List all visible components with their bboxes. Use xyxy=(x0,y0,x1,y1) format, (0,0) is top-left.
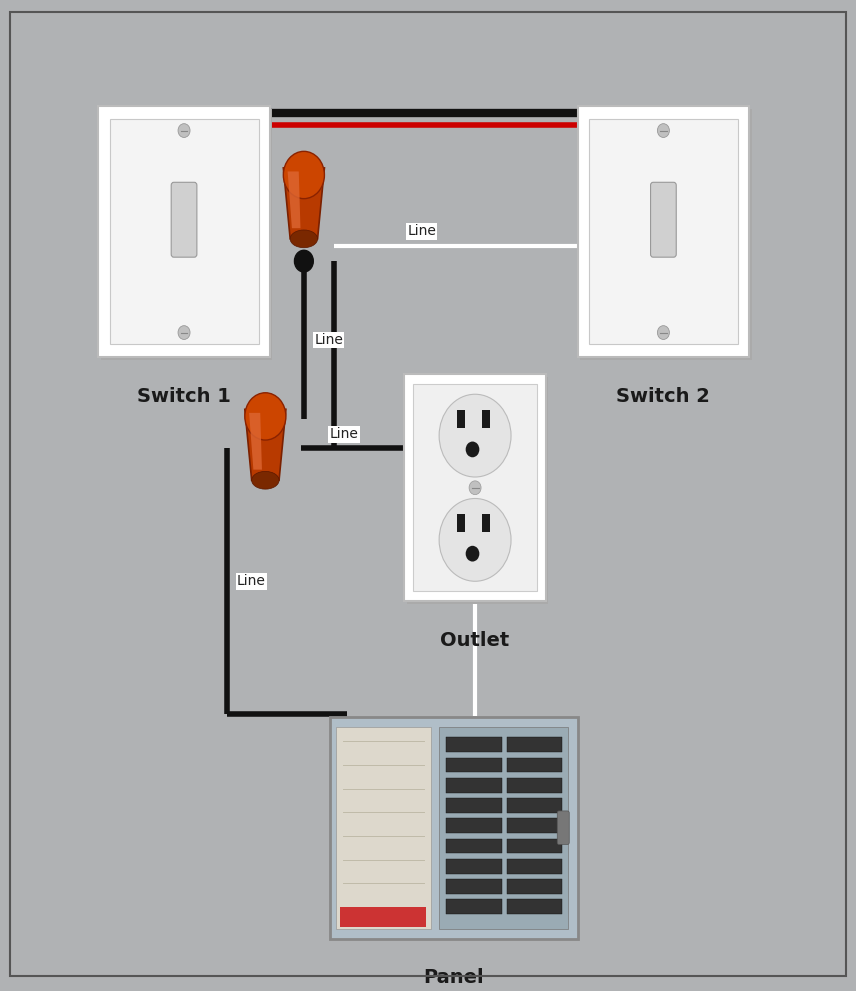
FancyBboxPatch shape xyxy=(330,716,578,938)
Bar xyxy=(507,737,562,752)
Circle shape xyxy=(245,392,286,440)
FancyBboxPatch shape xyxy=(407,378,548,605)
Bar xyxy=(446,838,502,853)
Circle shape xyxy=(657,124,669,138)
Circle shape xyxy=(469,481,481,495)
Circle shape xyxy=(466,442,479,457)
Circle shape xyxy=(657,326,669,340)
Text: Line: Line xyxy=(314,333,343,347)
Bar xyxy=(446,900,502,914)
Bar xyxy=(507,900,562,914)
Bar xyxy=(446,737,502,752)
Polygon shape xyxy=(288,171,300,228)
Bar xyxy=(457,514,465,532)
FancyBboxPatch shape xyxy=(110,119,259,345)
FancyBboxPatch shape xyxy=(98,106,270,357)
FancyBboxPatch shape xyxy=(580,109,752,360)
Polygon shape xyxy=(249,413,262,470)
Circle shape xyxy=(283,152,324,198)
FancyBboxPatch shape xyxy=(101,109,272,360)
Text: Outlet: Outlet xyxy=(441,630,509,650)
Circle shape xyxy=(439,498,511,582)
Bar xyxy=(446,798,502,813)
Bar xyxy=(507,819,562,833)
FancyBboxPatch shape xyxy=(439,726,568,929)
Text: Line: Line xyxy=(407,224,436,239)
FancyBboxPatch shape xyxy=(336,726,431,929)
Text: Panel: Panel xyxy=(424,968,484,987)
Circle shape xyxy=(178,124,190,138)
FancyBboxPatch shape xyxy=(651,182,676,258)
Ellipse shape xyxy=(290,230,318,248)
FancyBboxPatch shape xyxy=(413,385,538,592)
Bar xyxy=(507,859,562,874)
Circle shape xyxy=(466,546,479,562)
Text: Switch 1: Switch 1 xyxy=(137,386,231,405)
Bar xyxy=(507,758,562,772)
Bar xyxy=(507,838,562,853)
Bar xyxy=(507,879,562,894)
FancyBboxPatch shape xyxy=(557,811,569,844)
Bar xyxy=(507,778,562,793)
Bar xyxy=(482,514,490,532)
Circle shape xyxy=(294,251,313,272)
Text: Line: Line xyxy=(330,427,359,441)
Polygon shape xyxy=(283,167,324,239)
Bar xyxy=(457,410,465,428)
FancyBboxPatch shape xyxy=(405,375,546,602)
Bar xyxy=(482,410,490,428)
Bar xyxy=(446,758,502,772)
Bar xyxy=(507,798,562,813)
Circle shape xyxy=(178,326,190,340)
Bar xyxy=(446,819,502,833)
Text: Switch 2: Switch 2 xyxy=(616,386,710,405)
Bar xyxy=(446,879,502,894)
FancyBboxPatch shape xyxy=(171,182,197,258)
Circle shape xyxy=(439,394,511,477)
FancyBboxPatch shape xyxy=(578,106,749,357)
Bar xyxy=(446,859,502,874)
FancyBboxPatch shape xyxy=(589,119,738,345)
Bar xyxy=(446,778,502,793)
Text: Line: Line xyxy=(237,575,266,589)
Polygon shape xyxy=(245,409,286,481)
Ellipse shape xyxy=(252,472,279,490)
FancyBboxPatch shape xyxy=(340,907,425,927)
